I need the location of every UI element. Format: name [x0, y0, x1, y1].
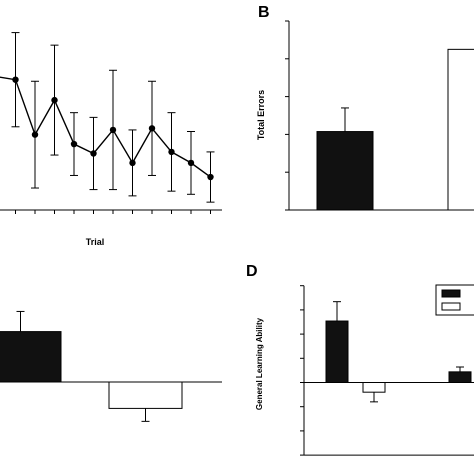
- panel-d-bar: [362, 382, 386, 393]
- panel-d-bar: [325, 320, 349, 384]
- panel-d-grouped-bar-chart: [300, 284, 474, 456]
- panel-c-bar: [108, 381, 183, 409]
- panel-d-bar: [448, 371, 472, 383]
- panel-a-data-point: [90, 150, 97, 157]
- panel-a-data-point: [129, 159, 136, 167]
- panel-a-data-point: [168, 148, 175, 156]
- panel-d-y-axis-label: General Learning Ability: [255, 317, 264, 410]
- panel-a-data-point: [148, 125, 156, 132]
- panel-a-x-axis-label: Trial: [86, 237, 105, 247]
- panel-a-series-line: [0, 76, 211, 178]
- panel-a-data-point: [207, 173, 214, 181]
- panel-d-legend-swatch-c: [441, 302, 461, 311]
- panel-a-data-point: [109, 126, 117, 134]
- panel-a-data-point: [12, 76, 19, 83]
- panel-c-bar: [0, 331, 62, 383]
- panel-d-legend-swatch-w: [441, 289, 461, 298]
- panel-c-bar-chart: [0, 310, 222, 422]
- panel-b-bar: [447, 48, 474, 211]
- panel-a-line-chart: [0, 32, 222, 214]
- panel-b-y-axis-label: Total Errors: [256, 90, 266, 140]
- panel-b-bar-chart: [285, 20, 474, 211]
- panel-b-letter: B: [258, 4, 270, 21]
- panel-a-data-point: [70, 140, 78, 148]
- panel-a-data-point: [31, 131, 39, 138]
- panel-a-data-point: [187, 159, 195, 167]
- panel-a-data-point: [51, 96, 58, 104]
- panel-b-bar: [316, 131, 374, 211]
- panel-d-letter: D: [246, 263, 258, 280]
